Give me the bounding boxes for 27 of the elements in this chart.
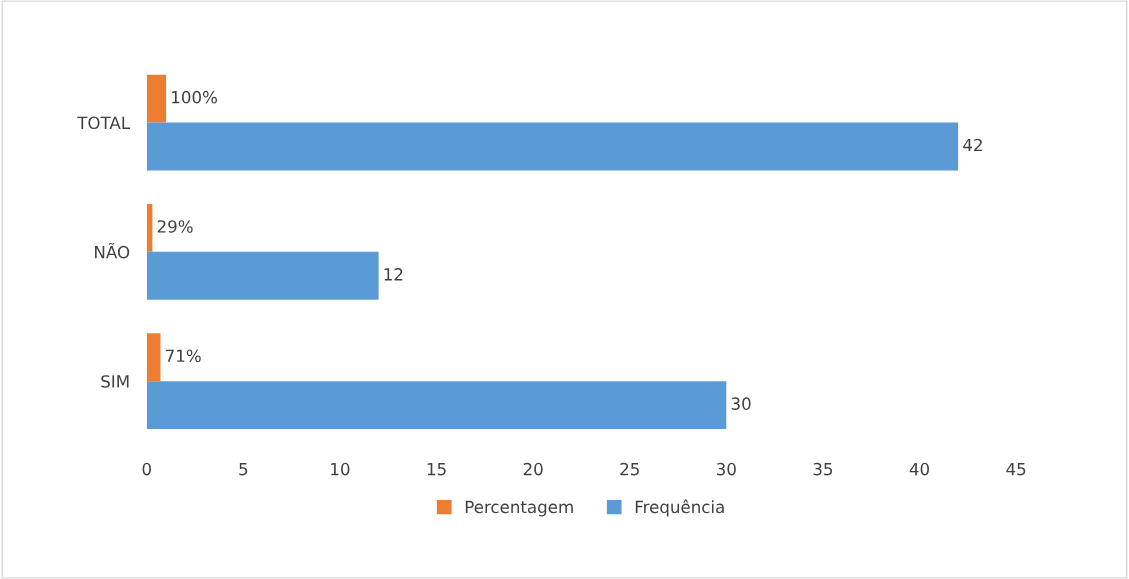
bar [146, 251, 379, 300]
data-label: 71% [166, 349, 201, 363]
data-label: 12 [384, 268, 403, 281]
legend-label: Percentagem [465, 500, 573, 517]
data-label: 29% [157, 220, 193, 233]
bar [146, 122, 959, 171]
bar [146, 333, 161, 382]
x-tick-label: 15 [427, 463, 446, 476]
x-tick-label: 40 [909, 462, 929, 476]
x-tick-label: 35 [813, 462, 833, 476]
y-tick-label: NÃO [95, 242, 130, 259]
bar [146, 381, 727, 430]
x-tick-label: 25 [620, 462, 639, 476]
bar [146, 74, 167, 123]
x-tick-label: 0 [142, 462, 151, 476]
x-tick-label: 45 [1006, 463, 1026, 476]
y-tick-label: SIM [101, 375, 129, 388]
data-label: 30 [731, 397, 751, 410]
legend-label: Frequência [635, 499, 724, 517]
bar [146, 204, 153, 252]
data-label: 42 [963, 138, 982, 152]
y-tick-label: TOTAL [77, 116, 131, 130]
x-tick-label: 30 [716, 462, 736, 476]
x-tick-label: 5 [239, 463, 248, 476]
x-tick-label: 20 [523, 462, 543, 476]
data-label: 100% [172, 90, 217, 104]
x-tick-label: 10 [331, 462, 350, 476]
